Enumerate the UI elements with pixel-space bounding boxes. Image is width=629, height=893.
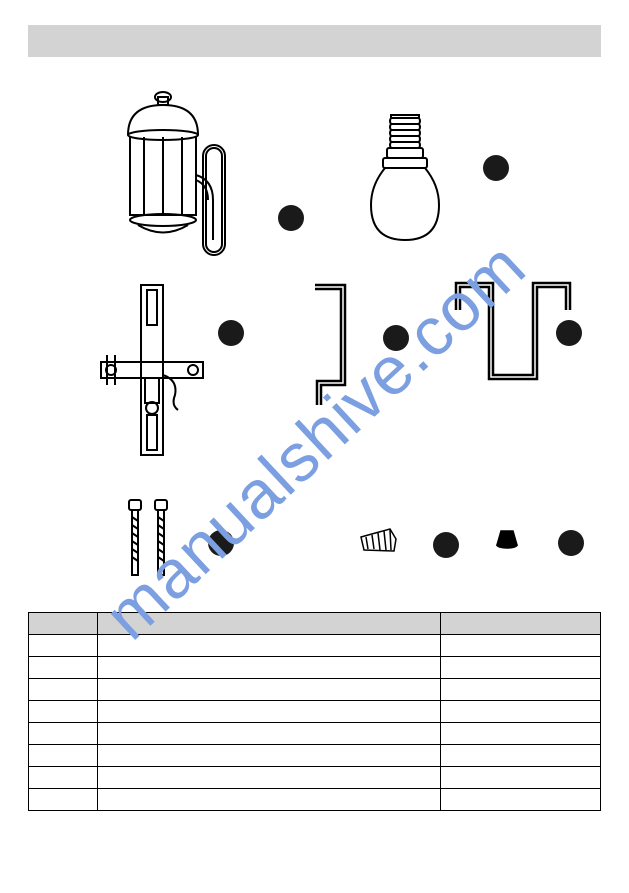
header-col3 xyxy=(440,613,600,635)
callout-h xyxy=(558,530,584,556)
callout-e xyxy=(556,320,582,346)
table-row xyxy=(29,679,601,701)
illustration-area xyxy=(28,70,601,600)
table-header-row xyxy=(29,613,601,635)
bracket-illustration xyxy=(93,280,223,460)
wirenut-illustration xyxy=(358,525,398,560)
screws-illustration xyxy=(123,497,178,587)
callout-b xyxy=(483,155,509,181)
table-row xyxy=(29,745,601,767)
callout-c xyxy=(218,320,244,346)
callout-f xyxy=(208,530,234,556)
table-row xyxy=(29,635,601,657)
capnut-illustration xyxy=(493,525,521,553)
callout-a xyxy=(278,205,304,231)
bulb-illustration xyxy=(363,110,448,245)
lantern-illustration xyxy=(108,85,248,265)
header-col2 xyxy=(97,613,440,635)
table-row xyxy=(29,701,601,723)
table-row xyxy=(29,657,601,679)
hook-bracket-illustration xyxy=(303,280,358,410)
parts-table xyxy=(28,612,601,811)
callout-g xyxy=(433,532,459,558)
table-row xyxy=(29,723,601,745)
table-row xyxy=(29,767,601,789)
header-bar xyxy=(28,25,601,57)
header-col1 xyxy=(29,613,98,635)
table-row xyxy=(29,789,601,811)
callout-d xyxy=(383,325,409,351)
